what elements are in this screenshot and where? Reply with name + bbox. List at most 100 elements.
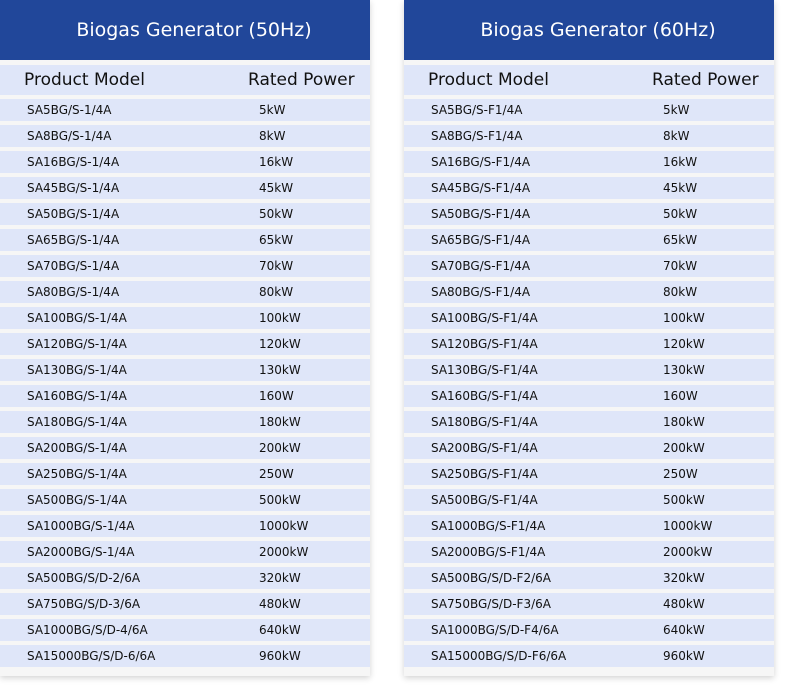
product-model: SA500BG/S/D-F2/6A bbox=[431, 571, 551, 585]
product-model: SA45BG/S-F1/4A bbox=[431, 181, 531, 195]
product-model: SA65BG/S-1/4A bbox=[27, 233, 120, 247]
product-model: SA8BG/S-F1/4A bbox=[431, 129, 523, 143]
product-model: SA500BG/S/D-2/6A bbox=[27, 571, 141, 585]
rated-power: 130kW bbox=[259, 363, 301, 377]
table-row: SA120BG/S-1/4A 120kW bbox=[0, 333, 370, 355]
rated-power: 500kW bbox=[259, 493, 301, 507]
product-model: SA250BG/S-1/4A bbox=[27, 467, 127, 481]
table-row: SA100BG/S-F1/4A 100kW bbox=[404, 307, 774, 329]
product-model: SA16BG/S-F1/4A bbox=[431, 155, 531, 169]
table-row: SA180BG/S-F1/4A 180kW bbox=[404, 411, 774, 433]
product-model: SA500BG/S-F1/4A bbox=[431, 493, 538, 507]
product-model: SA1000BG/S/D-F4/6A bbox=[431, 623, 559, 637]
table-row: SA50BG/S-F1/4A 50kW bbox=[404, 203, 774, 225]
rated-power: 2000kW bbox=[663, 545, 713, 559]
product-model: SA50BG/S-F1/4A bbox=[431, 207, 531, 221]
table-row: SA750BG/S/D-F3/6A 480kW bbox=[404, 593, 774, 615]
product-model: SA120BG/S-F1/4A bbox=[431, 337, 538, 351]
table-60hz: Biogas Generator (60Hz) Product Model Ra… bbox=[404, 0, 774, 676]
product-model: SA120BG/S-1/4A bbox=[27, 337, 127, 351]
product-model: SA100BG/S-F1/4A bbox=[431, 311, 538, 325]
rated-power: 180kW bbox=[663, 415, 705, 429]
rated-power: 8kW bbox=[663, 129, 690, 143]
product-model: SA15000BG/S/D-6/6A bbox=[27, 649, 156, 663]
rated-power: 45kW bbox=[259, 181, 294, 195]
rated-power: 960kW bbox=[663, 649, 705, 663]
rated-power: 1000kW bbox=[663, 519, 713, 533]
table-row: SA130BG/S-F1/4A 130kW bbox=[404, 359, 774, 381]
rated-power: 480kW bbox=[259, 597, 301, 611]
table-row: SA15000BG/S/D-F6/6A 960kW bbox=[404, 645, 774, 667]
table-row: SA15000BG/S/D-6/6A 960kW bbox=[0, 645, 370, 667]
product-model: SA80BG/S-F1/4A bbox=[431, 285, 531, 299]
rated-power: 250W bbox=[259, 467, 294, 481]
rated-power: 960kW bbox=[259, 649, 301, 663]
product-model: SA70BG/S-F1/4A bbox=[431, 259, 531, 273]
product-model: SA50BG/S-1/4A bbox=[27, 207, 120, 221]
rated-power: 500kW bbox=[663, 493, 705, 507]
table-row: SA45BG/S-F1/4A 45kW bbox=[404, 177, 774, 199]
table-row: SA5BG/S-1/4A 5kW bbox=[0, 99, 370, 121]
table-row: SA45BG/S-1/4A 45kW bbox=[0, 177, 370, 199]
table-row: SA200BG/S-F1/4A 200kW bbox=[404, 437, 774, 459]
table-row: SA130BG/S-1/4A 130kW bbox=[0, 359, 370, 381]
table-row: SA180BG/S-1/4A 180kW bbox=[0, 411, 370, 433]
table-row: SA250BG/S-F1/4A 250W bbox=[404, 463, 774, 485]
rated-power: 640kW bbox=[259, 623, 301, 637]
table-row: SA65BG/S-F1/4A 65kW bbox=[404, 229, 774, 251]
rated-power: 2000kW bbox=[259, 545, 309, 559]
product-model: SA15000BG/S/D-F6/6A bbox=[431, 649, 567, 663]
product-model: SA5BG/S-F1/4A bbox=[431, 103, 523, 117]
rated-power: 130kW bbox=[663, 363, 705, 377]
product-model: SA8BG/S-1/4A bbox=[27, 129, 112, 143]
product-model: SA1000BG/S-1/4A bbox=[27, 519, 135, 533]
product-model: SA16BG/S-1/4A bbox=[27, 155, 120, 169]
rated-power: 65kW bbox=[259, 233, 294, 247]
table-row: SA500BG/S-F1/4A 500kW bbox=[404, 489, 774, 511]
table-row: SA200BG/S-1/4A 200kW bbox=[0, 437, 370, 459]
table-row: SA160BG/S-1/4A 160W bbox=[0, 385, 370, 407]
table-row: SA8BG/S-1/4A 8kW bbox=[0, 125, 370, 147]
rated-power: 480kW bbox=[663, 597, 705, 611]
table-row: SA70BG/S-F1/4A 70kW bbox=[404, 255, 774, 277]
product-model: SA1000BG/S/D-4/6A bbox=[27, 623, 148, 637]
product-model: SA200BG/S-F1/4A bbox=[431, 441, 538, 455]
rated-power: 16kW bbox=[663, 155, 698, 169]
rated-power: 180kW bbox=[259, 415, 301, 429]
product-model: SA750BG/S/D-F3/6A bbox=[431, 597, 551, 611]
table-row: SA750BG/S/D-3/6A 480kW bbox=[0, 593, 370, 615]
table-row: SA70BG/S-1/4A 70kW bbox=[0, 255, 370, 277]
table-row: SA500BG/S/D-2/6A 320kW bbox=[0, 567, 370, 589]
table-row: SA16BG/S-F1/4A 16kW bbox=[404, 151, 774, 173]
table-row: SA160BG/S-F1/4A 160W bbox=[404, 385, 774, 407]
column-header-power: Rated Power bbox=[248, 70, 355, 90]
column-header-model: Product Model bbox=[428, 70, 549, 90]
table-title: Biogas Generator (60Hz) bbox=[404, 0, 774, 60]
rated-power: 8kW bbox=[259, 129, 286, 143]
rated-power: 65kW bbox=[663, 233, 698, 247]
product-model: SA250BG/S-F1/4A bbox=[431, 467, 538, 481]
product-model: SA70BG/S-1/4A bbox=[27, 259, 120, 273]
rated-power: 16kW bbox=[259, 155, 294, 169]
rated-power: 80kW bbox=[259, 285, 294, 299]
table-row: SA1000BG/S-F1/4A 1000kW bbox=[404, 515, 774, 537]
table-row: SA1000BG/S-1/4A 1000kW bbox=[0, 515, 370, 537]
table-row: SA8BG/S-F1/4A 8kW bbox=[404, 125, 774, 147]
rated-power: 70kW bbox=[663, 259, 698, 273]
rated-power: 120kW bbox=[663, 337, 705, 351]
table-row: SA2000BG/S-F1/4A 2000kW bbox=[404, 541, 774, 563]
rated-power: 50kW bbox=[663, 207, 698, 221]
column-header-row: Product Model Rated Power bbox=[404, 65, 774, 95]
rated-power: 160W bbox=[259, 389, 294, 403]
table-row: SA2000BG/S-1/4A 2000kW bbox=[0, 541, 370, 563]
rated-power: 80kW bbox=[663, 285, 698, 299]
rated-power: 120kW bbox=[259, 337, 301, 351]
rated-power: 320kW bbox=[663, 571, 705, 585]
column-header-model: Product Model bbox=[24, 70, 145, 90]
table-row: SA5BG/S-F1/4A 5kW bbox=[404, 99, 774, 121]
table-50hz: Biogas Generator (50Hz) Product Model Ra… bbox=[0, 0, 370, 676]
table-row: SA100BG/S-1/4A 100kW bbox=[0, 307, 370, 329]
product-model: SA500BG/S-1/4A bbox=[27, 493, 127, 507]
product-model: SA100BG/S-1/4A bbox=[27, 311, 127, 325]
column-header-power: Rated Power bbox=[652, 70, 759, 90]
